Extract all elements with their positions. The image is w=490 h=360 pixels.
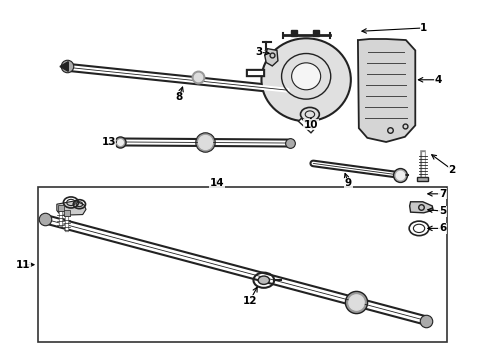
FancyBboxPatch shape (417, 176, 428, 181)
Text: 9: 9 (345, 179, 352, 188)
Text: 10: 10 (304, 120, 318, 130)
Text: 14: 14 (209, 179, 224, 188)
Text: 12: 12 (243, 296, 257, 306)
Text: 11: 11 (16, 260, 30, 270)
Text: 2: 2 (448, 165, 456, 175)
Text: 13: 13 (101, 137, 116, 147)
Circle shape (258, 276, 270, 284)
Ellipse shape (292, 63, 320, 90)
Text: 4: 4 (434, 75, 441, 85)
Text: 6: 6 (439, 224, 446, 233)
Polygon shape (57, 201, 86, 215)
Polygon shape (358, 39, 416, 142)
Text: 7: 7 (439, 189, 446, 199)
Bar (38, 187, 447, 342)
Text: 1: 1 (420, 23, 427, 33)
Text: 8: 8 (175, 92, 183, 102)
Text: 5: 5 (439, 206, 446, 216)
Text: 3: 3 (255, 47, 263, 57)
Ellipse shape (262, 38, 351, 121)
Polygon shape (410, 202, 433, 213)
Polygon shape (265, 49, 278, 66)
